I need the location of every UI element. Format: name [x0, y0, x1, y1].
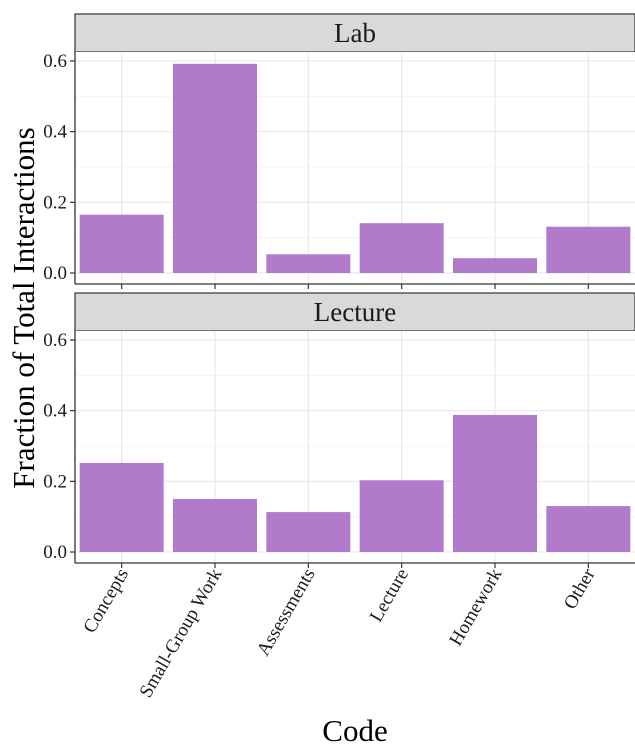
- bar-lab-lecture: [359, 223, 444, 273]
- x-tick-label: Lecture: [366, 565, 413, 626]
- y-tick-label: 0.0: [43, 263, 67, 284]
- x-tick-label: Concepts: [79, 565, 133, 637]
- y-tick-label: 0.4: [43, 122, 67, 143]
- y-tick-label: 0.0: [43, 542, 67, 563]
- strip-label-lab: Lab: [334, 18, 376, 48]
- y-tick-label: 0.2: [43, 471, 67, 492]
- x-tick-label: Small-Group Work: [135, 565, 226, 702]
- y-tick-label: 0.2: [43, 192, 67, 213]
- strip-background-lab: [74, 13, 635, 53]
- panel-background: [75, 52, 635, 284]
- strip-background-lecture: [74, 292, 635, 332]
- bar-lecture-concepts: [79, 462, 164, 552]
- y-axis-title: Fraction of Total Interactions: [6, 127, 41, 488]
- y-tick-label: 0.4: [43, 401, 67, 422]
- x-axis-tick-labels: Concepts Small-Group Work Assessments Lectu…: [79, 564, 600, 701]
- strip-label-lecture: Lecture: [314, 297, 396, 327]
- bar-lab-small-group-work: [173, 63, 257, 274]
- bar-lab-concepts: [79, 214, 164, 273]
- bar-lecture-small-group-work: [173, 499, 257, 552]
- plot-area-lecture: 0.0 0.2 0.4 0.6: [43, 330, 635, 568]
- bar-lecture-lecture: [359, 480, 444, 552]
- x-tick-label: Homework: [445, 565, 506, 650]
- y-tick-label: 0.6: [43, 51, 67, 72]
- bar-lab-other: [546, 226, 631, 273]
- plot-area-lab: 0.0 0.2 0.4 0.6: [43, 51, 635, 289]
- y-tick-label: 0.6: [43, 330, 67, 351]
- x-axis-title: Code: [322, 713, 387, 747]
- bar-lab-homework: [453, 258, 537, 273]
- x-tick-label: Assessments: [253, 565, 320, 660]
- bar-lab-assessments: [266, 254, 351, 273]
- bar-lecture-other: [546, 506, 631, 552]
- bar-lecture-assessments: [266, 512, 351, 552]
- panel-background: [75, 331, 635, 563]
- bar-lecture-homework: [453, 414, 537, 552]
- x-tick-label: Other: [560, 564, 600, 613]
